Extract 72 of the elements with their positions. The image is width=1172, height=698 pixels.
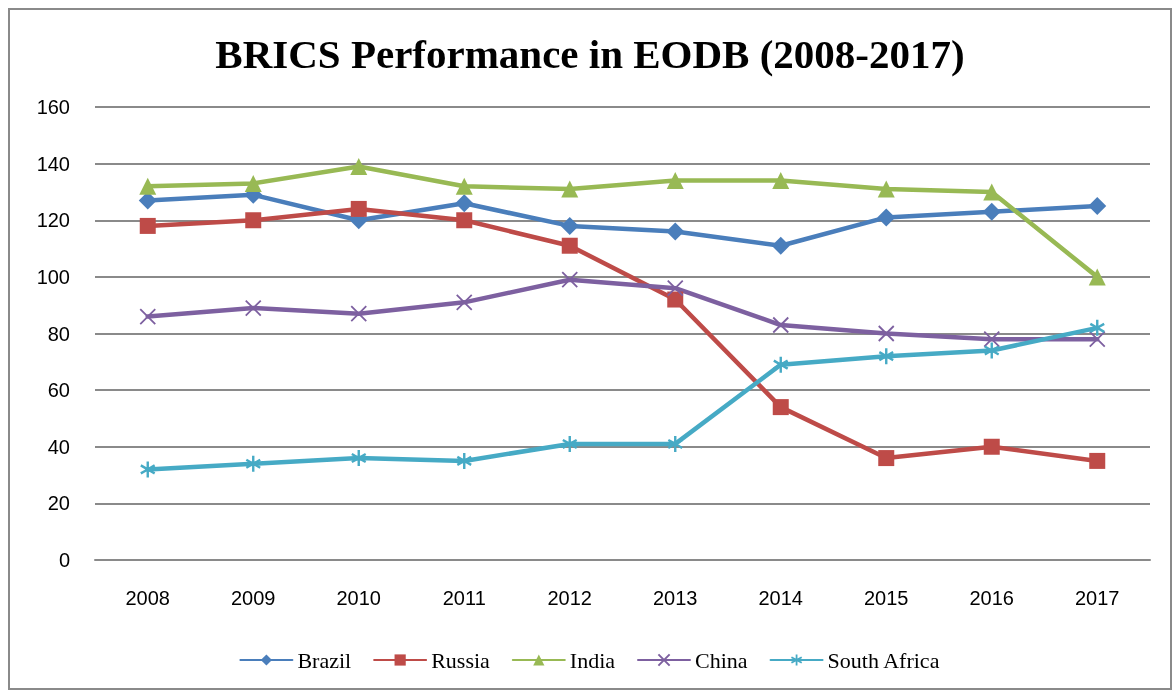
x-tick-label: 2014: [758, 587, 803, 609]
y-tick-label: 60: [47, 379, 70, 402]
x-tick-label: 2012: [547, 587, 592, 609]
y-tick-label: 20: [47, 492, 70, 515]
point: [1088, 268, 1106, 286]
point: [244, 174, 262, 192]
point: [561, 180, 579, 198]
x-tick-label: 2017: [1075, 587, 1120, 609]
x-tick-label: 2010: [336, 587, 381, 609]
point: [139, 217, 156, 234]
legend-label: South Africa: [827, 647, 940, 673]
point: [772, 172, 790, 190]
point: [245, 212, 262, 229]
point: [562, 435, 578, 452]
x-tick-label: 2009: [231, 587, 276, 609]
point: [455, 194, 474, 213]
point: [1089, 319, 1105, 336]
y-tick-label: 100: [36, 265, 70, 288]
point: [350, 305, 368, 323]
point: [984, 342, 1000, 359]
legend-label: India: [569, 647, 616, 673]
x-tick-label: 2008: [125, 587, 170, 609]
y-tick-label: 0: [58, 549, 70, 571]
point: [877, 325, 895, 342]
y-tick-label: 160: [36, 96, 70, 118]
legend-label: Russia: [431, 647, 491, 673]
point: [351, 450, 367, 467]
point: [456, 452, 472, 469]
point: [667, 435, 683, 452]
chart-title: BRICS Performance in EODB (2008-2017): [215, 30, 965, 77]
point: [1088, 197, 1107, 216]
point: [139, 177, 157, 195]
x-tick-label: 2015: [864, 587, 909, 609]
x-tick-label: 2016: [969, 587, 1014, 609]
point: [1089, 452, 1106, 469]
y-tick-label: 80: [47, 322, 70, 345]
point: [560, 216, 579, 235]
point: [139, 308, 157, 325]
point: [983, 330, 1001, 348]
point: [245, 455, 261, 472]
point: [244, 299, 262, 317]
legend-label: Brazil: [297, 647, 352, 673]
x-tick-label: 2013: [653, 587, 698, 609]
point: [983, 183, 1001, 201]
x-tick-label: 2011: [442, 587, 486, 609]
point: [983, 438, 1000, 455]
point: [772, 399, 789, 416]
point: [771, 236, 790, 255]
point: [456, 212, 473, 229]
y-tick-label: 140: [36, 152, 70, 175]
point: [878, 348, 894, 365]
point: [455, 293, 473, 311]
point: [666, 172, 684, 190]
point: [667, 291, 684, 308]
y-tick-label: 40: [47, 435, 70, 458]
y-tick-label: 120: [36, 209, 70, 232]
point: [982, 202, 1001, 221]
point: [878, 450, 895, 467]
point: [561, 237, 578, 254]
point: [1088, 330, 1106, 348]
point: [350, 157, 368, 175]
legend-label: China: [695, 647, 748, 673]
point: [140, 461, 156, 478]
point: [666, 222, 685, 241]
point: [773, 356, 789, 373]
point: [666, 279, 684, 297]
point: [877, 208, 896, 227]
point: [561, 271, 579, 289]
point: [772, 316, 790, 334]
point: [455, 177, 473, 195]
point: [877, 180, 895, 198]
point: [350, 200, 367, 217]
